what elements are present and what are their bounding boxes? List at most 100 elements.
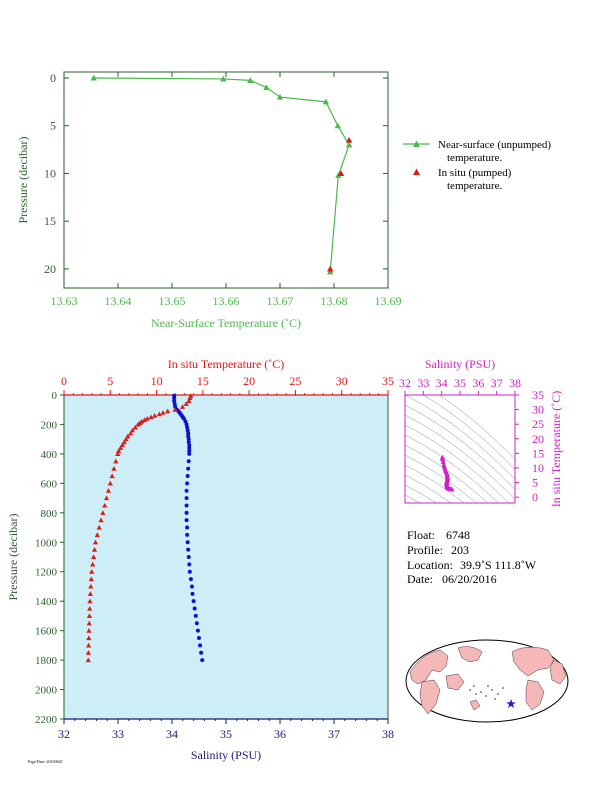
ts-y-tick-label: 5 bbox=[532, 476, 538, 490]
top-x-tick-label: 13.64 bbox=[105, 294, 132, 308]
footer-code: Page/Date: 20160620 bbox=[28, 759, 63, 764]
ts-y-tick-label: 25 bbox=[532, 417, 544, 431]
temperature-point bbox=[86, 628, 92, 633]
pressure-tick-label: 1000 bbox=[35, 537, 58, 549]
isopycnal-line bbox=[405, 444, 489, 503]
temperature-tick-label: 10 bbox=[151, 374, 163, 388]
temperature-point bbox=[85, 657, 91, 663]
salinity-axis-label: Salinity (PSU) bbox=[191, 748, 261, 762]
legend-item-2-line-1: In situ (pumped) bbox=[438, 167, 512, 179]
pressure-tick-label: 1400 bbox=[35, 596, 58, 608]
ts-y-tick-label: 20 bbox=[532, 432, 544, 446]
float-label: Float: bbox=[407, 528, 435, 542]
salinity-point bbox=[184, 503, 189, 508]
near-surface-point bbox=[220, 75, 227, 82]
temperature-axis-label: In situ Temperature (˚C) bbox=[168, 357, 285, 371]
temperature-point bbox=[102, 502, 108, 508]
near-surface-line bbox=[93, 77, 350, 272]
ts-y-tick-label: 30 bbox=[532, 403, 544, 417]
top-y-tick-label: 5 bbox=[50, 119, 56, 133]
temperature-point bbox=[129, 427, 136, 433]
top-y-tick-label: 0 bbox=[50, 71, 56, 85]
salinity-point bbox=[185, 540, 190, 545]
temperature-point bbox=[144, 415, 150, 421]
temperature-point bbox=[103, 495, 110, 501]
temperature-point bbox=[179, 404, 186, 409]
ts-x-tick-label: 35 bbox=[454, 376, 466, 390]
salinity-tick-label: 35 bbox=[220, 727, 232, 741]
ts-point bbox=[440, 457, 446, 462]
salinity-tick-label: 34 bbox=[166, 727, 178, 741]
temperature-point bbox=[88, 576, 94, 582]
salinity-point bbox=[187, 562, 192, 567]
pressure-tick-label: 800 bbox=[41, 508, 58, 520]
temperature-point bbox=[91, 554, 97, 560]
temperature-point bbox=[87, 591, 93, 596]
temperature-point bbox=[123, 436, 129, 442]
near-surface-point bbox=[335, 172, 342, 178]
salinity-point bbox=[187, 443, 192, 448]
temperature-tick-label: 0 bbox=[61, 374, 67, 388]
ts-y-axis-label: In situ Temperature (˚C) bbox=[549, 391, 563, 508]
profile-value: 203 bbox=[451, 543, 469, 557]
near-surface-point bbox=[345, 141, 353, 148]
temperature-point bbox=[132, 424, 138, 430]
salinity-point bbox=[186, 555, 191, 559]
salinity-point bbox=[186, 437, 191, 442]
legend-item-2-line-2: temperature. bbox=[447, 180, 503, 192]
salinity-point bbox=[185, 474, 190, 478]
top-y-axis-label: Pressure (decibar) bbox=[16, 137, 30, 224]
near-surface-point bbox=[90, 74, 97, 81]
salinity-point bbox=[199, 650, 204, 655]
isopycnal-line bbox=[405, 404, 515, 490]
ts-x-axis-label: Salinity (PSU) bbox=[425, 357, 495, 371]
salinity-point bbox=[187, 569, 192, 574]
salinity-point bbox=[184, 488, 189, 493]
salinity-point bbox=[173, 404, 178, 409]
float-value: 6748 bbox=[446, 528, 470, 542]
in-situ-point bbox=[337, 170, 345, 177]
temperature-point bbox=[160, 410, 166, 415]
salinity-point bbox=[185, 525, 190, 530]
in-situ-point bbox=[345, 136, 353, 143]
temperature-point bbox=[113, 458, 119, 464]
salinity-point bbox=[186, 466, 191, 471]
salinity-tick-label: 32 bbox=[58, 727, 70, 741]
density-contours bbox=[405, 395, 515, 503]
pressure-tick-label: 2000 bbox=[35, 685, 58, 697]
near-surface-point bbox=[322, 98, 330, 105]
near-surface-panel: 13.63 13.64 13.65 13.66 13.67 13.68 13.69 0 5 10… bbox=[16, 71, 402, 330]
temperature-point bbox=[121, 439, 127, 445]
temperature-point bbox=[115, 451, 121, 456]
temperature-point bbox=[125, 433, 131, 439]
isopycnal-line bbox=[405, 395, 515, 480]
top-y-tick-label: 10 bbox=[44, 166, 56, 180]
top-x-axis-label: Near-Surface Temperature (˚C) bbox=[151, 316, 301, 330]
pressure-tick-label: 2200 bbox=[35, 714, 58, 726]
isopycnal-line bbox=[405, 464, 465, 503]
profile-label: Profile: bbox=[407, 543, 443, 557]
ts-background bbox=[405, 395, 515, 503]
in-situ-point bbox=[327, 265, 334, 272]
ts-y-tick-label: 15 bbox=[532, 446, 544, 460]
salinity-point bbox=[185, 532, 190, 537]
pressure-tick-label: 600 bbox=[41, 478, 58, 490]
temperature-tick-label: 5 bbox=[107, 374, 113, 388]
float-locations bbox=[469, 685, 504, 700]
temperature-point bbox=[87, 598, 93, 604]
temperature-point bbox=[90, 561, 96, 567]
isopycnal-line bbox=[422, 395, 515, 470]
profile-panel: 0 5 10 15 20 25 30 35 32 33 34 35 36 37 38 0 200 400 600 80… bbox=[6, 357, 394, 762]
salinity-point bbox=[187, 446, 192, 451]
salinity-point bbox=[187, 448, 192, 453]
salinity-point bbox=[184, 518, 189, 523]
temperature-point bbox=[172, 407, 178, 412]
temperature-point bbox=[187, 395, 193, 401]
legend-item-1-line-1: Near-surface (unpumped) bbox=[438, 139, 551, 151]
top-x-tick-label: 13.67 bbox=[267, 294, 294, 308]
temperature-point bbox=[92, 539, 99, 545]
temperature-point bbox=[89, 569, 95, 574]
pressure-tick-label: 0 bbox=[52, 390, 58, 402]
top-plot-frame bbox=[63, 71, 389, 289]
